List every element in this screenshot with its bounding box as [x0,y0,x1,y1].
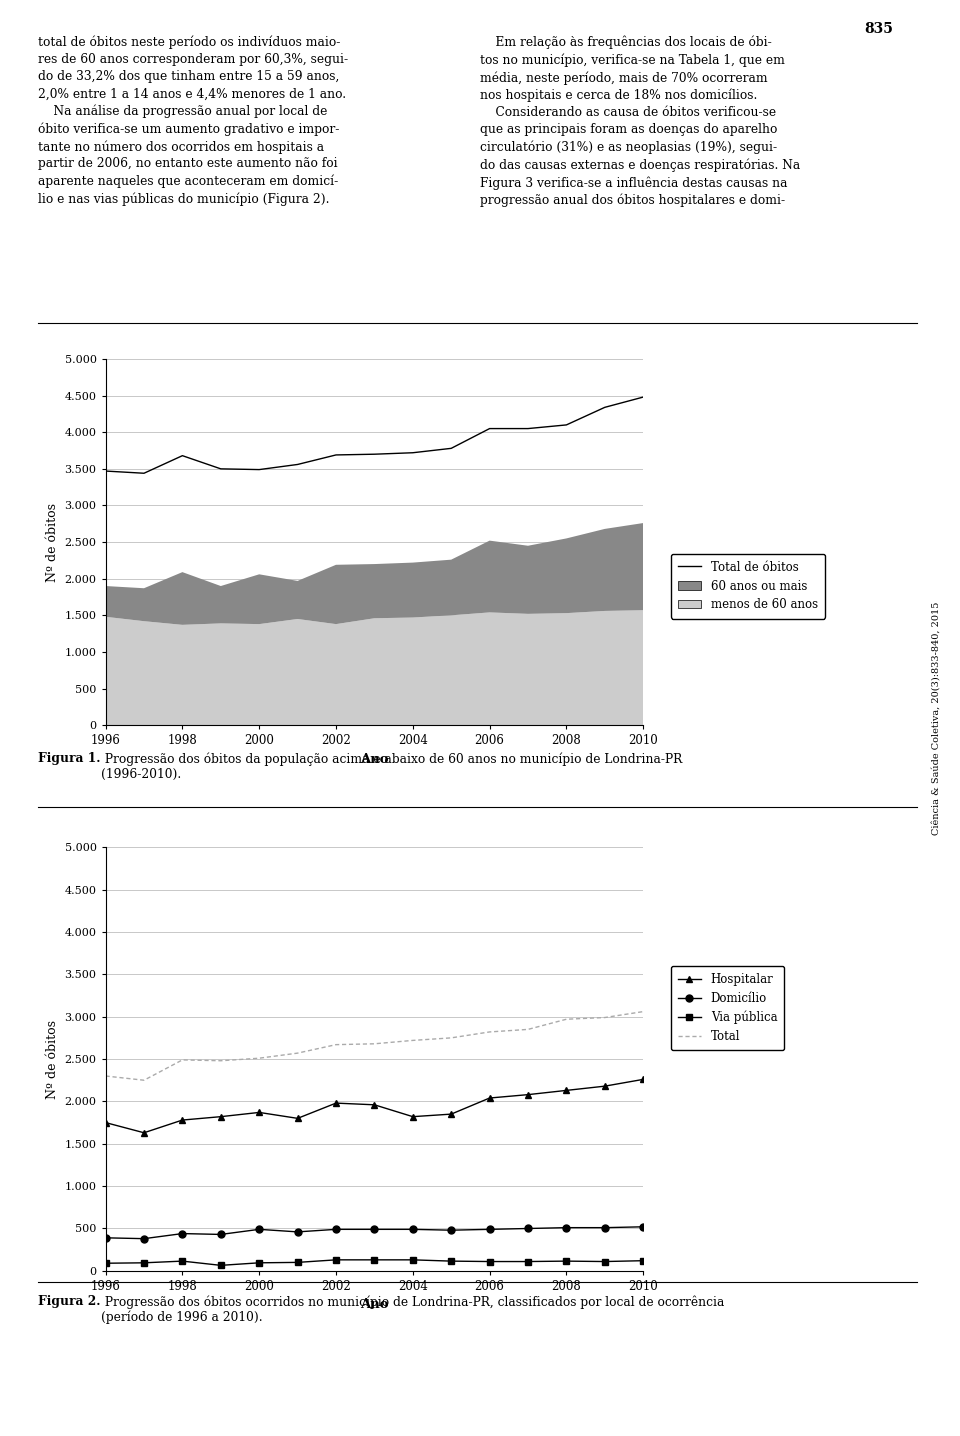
Via pública [599,1254,611,1271]
Domicílio [138,1231,150,1248]
Y-axis label: Nº de óbitos: Nº de óbitos [46,1020,59,1099]
Via pública [561,1252,572,1269]
Text: Figura 1.: Figura 1. [38,752,101,765]
Hospitalar [599,1077,611,1094]
Y-axis label: Nº de óbitos: Nº de óbitos [46,503,59,582]
Text: total de óbitos neste período os indivíduos maio-
res de 60 anos corresponderam : total de óbitos neste período os indivíd… [38,36,348,205]
Text: Progressão dos óbitos ocorridos no município de Londrina-PR, classificados por l: Progressão dos óbitos ocorridos no munic… [101,1295,724,1324]
Hospitalar [484,1090,495,1107]
Hospitalar [138,1124,150,1142]
Text: Em relação às frequências dos locais de óbi-
tos no município, verifica-se na Ta: Em relação às frequências dos locais de … [480,36,801,207]
X-axis label: Ano: Ano [360,1298,389,1311]
Total [484,1024,495,1041]
Total [522,1021,534,1038]
Hospitalar [100,1114,111,1132]
Domicílio [599,1219,611,1236]
Line: Via pública: Via pública [102,1256,647,1269]
Domicílio [407,1221,419,1238]
Total [215,1053,227,1070]
Hospitalar [637,1071,649,1088]
Text: 835: 835 [864,22,893,36]
Domicílio [522,1219,534,1236]
Domicílio [177,1225,188,1242]
Via pública [484,1254,495,1271]
X-axis label: Ano: Ano [360,752,389,765]
Via pública [637,1252,649,1269]
Via pública [445,1252,457,1269]
Hospitalar [330,1094,342,1111]
Legend: Hospitalar, Domicílio, Via pública, Total: Hospitalar, Domicílio, Via pública, Tota… [671,966,784,1050]
Hospitalar [369,1096,380,1113]
Domicílio [253,1221,265,1238]
Line: Domicílio: Domicílio [102,1223,647,1242]
Total [100,1067,111,1084]
Via pública [369,1251,380,1268]
Hospitalar [177,1111,188,1129]
Total [445,1030,457,1047]
Legend: Total de óbitos, 60 anos ou mais, menos de 60 anos: Total de óbitos, 60 anos ou mais, menos … [671,553,825,619]
Domicílio [292,1223,303,1241]
Total [292,1044,303,1061]
Hospitalar [215,1109,227,1126]
Via pública [100,1255,111,1272]
Via pública [330,1251,342,1268]
Via pública [522,1254,534,1271]
Total [369,1035,380,1053]
Total [561,1011,572,1028]
Total [330,1035,342,1053]
Via pública [407,1251,419,1268]
Domicílio [561,1219,572,1236]
Hospitalar [253,1104,265,1122]
Hospitalar [445,1106,457,1123]
Domicílio [330,1221,342,1238]
Line: Total: Total [106,1011,643,1080]
Domicílio [445,1222,457,1239]
Domicílio [100,1229,111,1246]
Via pública [253,1254,265,1271]
Domicílio [484,1221,495,1238]
Via pública [215,1256,227,1274]
Via pública [292,1254,303,1271]
Line: Hospitalar: Hospitalar [102,1076,647,1136]
Domicílio [215,1226,227,1244]
Text: Figura 2.: Figura 2. [38,1295,101,1308]
Hospitalar [292,1110,303,1127]
Total [637,1002,649,1020]
Domicílio [637,1218,649,1235]
Hospitalar [522,1086,534,1103]
Total [599,1010,611,1027]
Total [407,1032,419,1050]
Total [138,1071,150,1088]
Total [177,1051,188,1068]
Hospitalar [407,1109,419,1126]
Domicílio [369,1221,380,1238]
Text: Ciência & Saúde Coletiva, 20(3):833-840, 2015: Ciência & Saúde Coletiva, 20(3):833-840,… [931,602,941,834]
Total [253,1050,265,1067]
Via pública [138,1254,150,1271]
Hospitalar [561,1081,572,1099]
Via pública [177,1252,188,1269]
Text: Progressão dos óbitos da população acima e abaixo de 60 anos no município de Lon: Progressão dos óbitos da população acima… [101,752,682,781]
